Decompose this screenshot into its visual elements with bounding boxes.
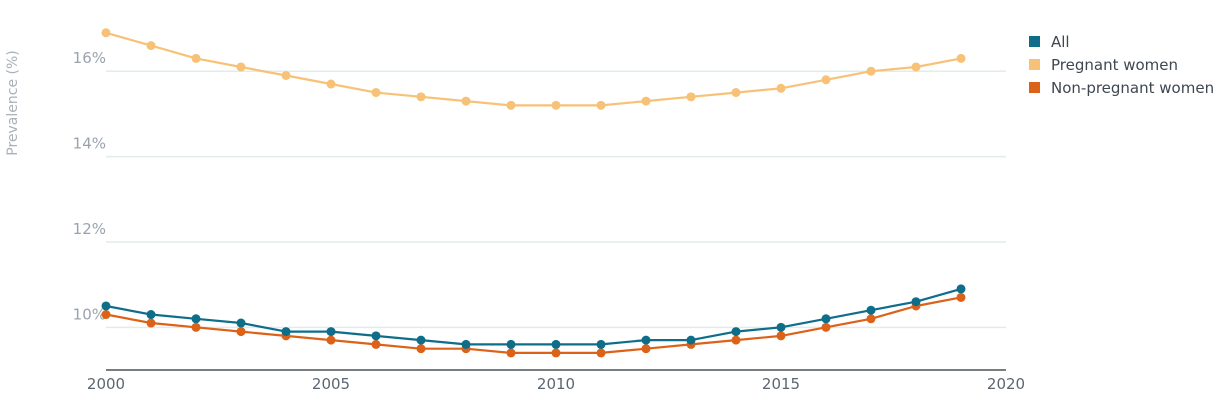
data-point[interactable] [506, 100, 516, 110]
data-point[interactable] [596, 100, 606, 110]
data-point[interactable] [866, 314, 876, 324]
data-point[interactable] [236, 327, 246, 337]
data-point[interactable] [776, 83, 786, 93]
data-point[interactable] [821, 75, 831, 85]
data-point[interactable] [866, 305, 876, 315]
data-point[interactable] [191, 322, 201, 332]
data-point[interactable] [776, 331, 786, 341]
x-tick-label: 2015 [762, 375, 800, 393]
data-point[interactable] [866, 66, 876, 76]
data-point[interactable] [326, 327, 336, 337]
data-point[interactable] [731, 335, 741, 345]
legend-swatch [1029, 59, 1040, 70]
data-point[interactable] [596, 348, 606, 358]
legend-label: All [1051, 33, 1070, 51]
data-point[interactable] [146, 318, 156, 328]
data-point[interactable] [731, 327, 741, 337]
y-tick-label: 14% [73, 135, 106, 153]
data-point[interactable] [821, 322, 831, 332]
legend-label: Pregnant women [1051, 56, 1178, 74]
x-tick-label: 2005 [312, 375, 350, 393]
data-point[interactable] [461, 96, 471, 106]
data-point[interactable] [416, 344, 426, 354]
series-line [104, 31, 963, 107]
data-point[interactable] [641, 344, 651, 354]
data-point[interactable] [641, 335, 651, 345]
data-point[interactable] [911, 297, 921, 307]
legend-item[interactable]: Pregnant women [1029, 56, 1178, 74]
x-tick-label: 2010 [537, 375, 575, 393]
y-axis-title: Prevalence (%) [5, 50, 21, 156]
data-point[interactable] [101, 301, 111, 311]
data-point[interactable] [596, 339, 606, 349]
data-point[interactable] [731, 88, 741, 98]
y-tick-label: 16% [73, 49, 106, 67]
legend-label: Non-pregnant women [1051, 79, 1214, 97]
data-point[interactable] [326, 79, 336, 89]
legend: All Pregnant women Non-pregnant women [1029, 33, 1214, 97]
data-point[interactable] [146, 41, 156, 51]
legend-item[interactable]: All [1029, 33, 1070, 51]
data-point[interactable] [956, 284, 966, 294]
data-point[interactable] [551, 348, 561, 358]
series-lines [101, 28, 966, 358]
data-point[interactable] [236, 318, 246, 328]
data-point[interactable] [956, 53, 966, 63]
x-tick-label: 2020 [987, 375, 1025, 393]
data-point[interactable] [416, 92, 426, 102]
x-axis: 2000 2005 2010 2015 2020 [87, 369, 1025, 393]
data-point[interactable] [551, 100, 561, 110]
data-point[interactable] [236, 62, 246, 72]
y-tick-label: 10% [73, 305, 106, 323]
grid-lines: 10% 12% 14% 16% [73, 49, 1006, 329]
data-point[interactable] [506, 339, 516, 349]
x-tick-label: 2000 [87, 375, 125, 393]
data-point[interactable] [686, 335, 696, 345]
data-point[interactable] [371, 88, 381, 98]
data-point[interactable] [821, 314, 831, 324]
data-point[interactable] [776, 322, 786, 332]
data-point[interactable] [371, 339, 381, 349]
data-point[interactable] [191, 53, 201, 63]
data-point[interactable] [911, 62, 921, 72]
data-point[interactable] [641, 96, 651, 106]
series-pregnant-women [101, 28, 966, 110]
data-point[interactable] [551, 339, 561, 349]
data-point[interactable] [101, 310, 111, 320]
data-point[interactable] [506, 348, 516, 358]
data-point[interactable] [461, 339, 471, 349]
data-point[interactable] [686, 92, 696, 102]
legend-swatch [1029, 82, 1040, 93]
data-point[interactable] [326, 335, 336, 345]
data-point[interactable] [281, 70, 291, 80]
data-point[interactable] [416, 335, 426, 345]
series-all [101, 284, 966, 349]
legend-item[interactable]: Non-pregnant women [1029, 79, 1214, 97]
legend-swatch [1029, 36, 1040, 47]
y-tick-label: 12% [73, 220, 106, 238]
data-point[interactable] [956, 292, 966, 302]
data-point[interactable] [281, 327, 291, 337]
data-point[interactable] [371, 331, 381, 341]
series-non-pregnant-women [101, 292, 966, 358]
data-point[interactable] [146, 310, 156, 320]
series-line [104, 287, 963, 346]
data-point[interactable] [101, 28, 111, 38]
data-point[interactable] [191, 314, 201, 324]
series-line [104, 296, 963, 354]
